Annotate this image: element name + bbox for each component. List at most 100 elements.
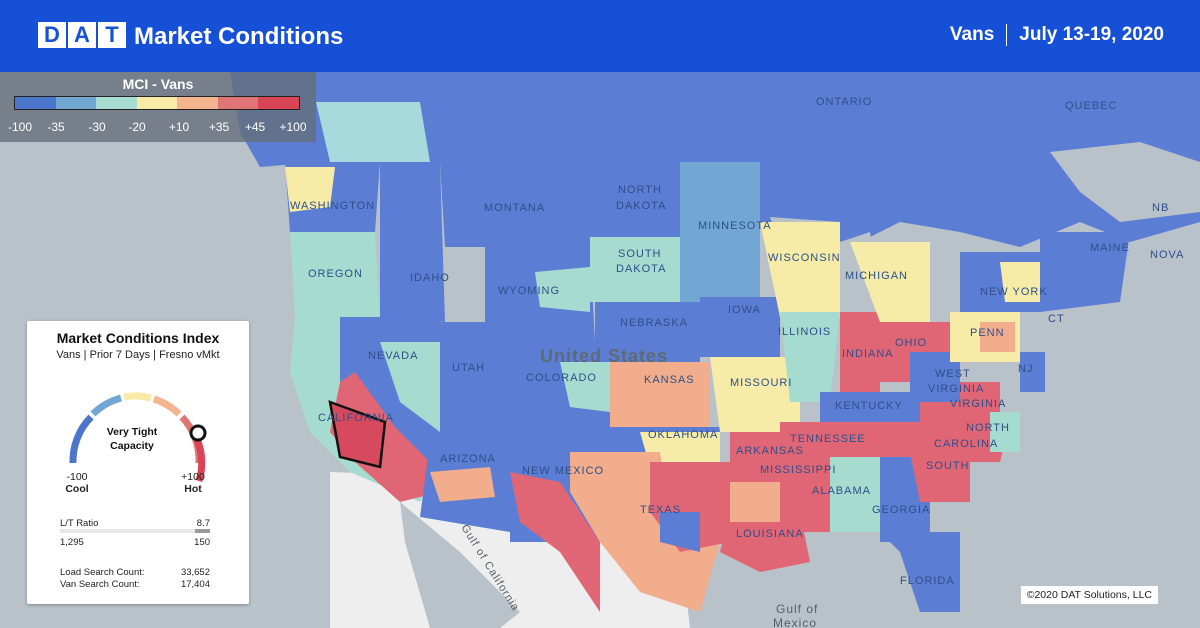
map-label-pennsylvania: PENN xyxy=(970,327,1005,339)
state-new-england xyxy=(1040,232,1130,312)
county-la xyxy=(730,482,780,522)
st-lawrence xyxy=(1050,142,1200,222)
scale-tick: +10 xyxy=(168,120,190,134)
map-label-gulf-of-mexico: Gulf of xyxy=(776,602,819,616)
map-label-texas: TEXAS xyxy=(640,504,682,516)
map-label-montana: MONTANA xyxy=(484,202,546,214)
map-label-nevada: NEVADA xyxy=(368,350,419,362)
truck-count: 150 xyxy=(194,537,210,548)
county-az xyxy=(430,467,495,502)
us-states xyxy=(285,162,1130,612)
gulf-of-california-water xyxy=(400,502,520,628)
county-nv xyxy=(380,342,440,432)
dat-logo: D A T xyxy=(38,22,126,48)
county-wa-west xyxy=(285,167,335,212)
scale-tick: -20 xyxy=(128,120,146,134)
state-illinois xyxy=(780,312,840,402)
scale-segment xyxy=(55,97,97,109)
market-map[interactable]: ONTARIO QUEBEC NB NOVA WASHINGTON OREGON… xyxy=(0,72,1200,628)
scale-tick: +45 xyxy=(244,120,266,134)
map-label-new-york: NEW YORK xyxy=(980,286,1048,298)
map-label-ohio: OHIO xyxy=(895,337,928,349)
state-louisiana xyxy=(720,512,810,572)
state-oregon xyxy=(290,232,380,317)
state-florida xyxy=(880,532,960,612)
map-label-virginia: VIRGINIA xyxy=(950,398,1007,410)
scale-segment xyxy=(258,97,300,109)
state-new-jersey xyxy=(1020,352,1045,392)
map-label-colorado: COLORADO xyxy=(526,372,597,384)
lt-ratio-value: 8.7 xyxy=(196,518,210,529)
load-search-row: Load Search Count: 33,652 xyxy=(60,567,210,578)
state-wisconsin xyxy=(760,222,840,317)
map-label-illinois: ILLINOIS xyxy=(778,326,832,338)
lt-ratio-bar-fill xyxy=(195,529,210,533)
map-label-iowa: IOWA xyxy=(728,304,761,316)
state-iowa xyxy=(700,297,780,357)
load-search-value: 33,652 xyxy=(180,567,210,578)
map-label-kentucky: KENTUCKY xyxy=(835,400,903,412)
mci-gauge xyxy=(69,392,207,483)
state-texas-west xyxy=(570,452,720,612)
map-label-new-mexico: NEW MEXICO xyxy=(522,465,605,477)
header-meta: Vans July 13-19, 2020 xyxy=(950,24,1164,46)
state-north-dakota xyxy=(590,162,680,237)
map-label-south-dakota-2: DAKOTA xyxy=(616,263,667,275)
state-california-north xyxy=(290,317,430,502)
map-label-utah: UTAH xyxy=(452,362,486,374)
scale-segment xyxy=(217,97,259,109)
map-label-tennessee: TENNESSEE xyxy=(790,433,866,445)
page-title: Market Conditions xyxy=(134,23,344,50)
gauge-min-value: -100 xyxy=(66,471,88,483)
map-label-arizona: ARIZONA xyxy=(440,453,496,465)
county-ny xyxy=(1000,262,1040,302)
state-missouri xyxy=(710,357,800,432)
gauge-needle xyxy=(189,424,207,442)
map-label-oklahoma: OKLAHOMA xyxy=(648,429,719,441)
scale-segment xyxy=(136,97,178,109)
scale-title: MCI - Vans xyxy=(122,76,194,92)
map-label-south-carolina: SOUTH xyxy=(926,460,970,472)
scale-ticks: -100 -35 -30 -20 +10 +35 +45 +100 xyxy=(0,120,316,136)
map-label-north-dakota-2: DAKOTA xyxy=(616,200,667,212)
state-montana xyxy=(440,162,590,247)
map-label-kansas: KANSAS xyxy=(644,374,695,386)
map-label-mississippi: MISSISSIPPI xyxy=(760,464,837,476)
map-label-michigan: MICHIGAN xyxy=(845,270,908,282)
map-label-united-states: United States xyxy=(540,346,669,366)
map-label-quebec: QUEBEC xyxy=(1065,100,1118,112)
gauge-max-label: Hot xyxy=(184,483,202,495)
map-label-north-carolina: NORTH xyxy=(966,422,1010,434)
map-label-washington: WASHINGTON xyxy=(290,200,376,212)
lt-ratio-bar xyxy=(60,529,210,533)
scale-tick: -30 xyxy=(88,120,106,134)
county-nc-coast xyxy=(990,412,1020,452)
state-south-dakota xyxy=(590,237,680,302)
gauge-fill xyxy=(193,437,206,483)
map-label-west-virginia: WEST xyxy=(935,368,971,380)
state-california-central xyxy=(330,372,440,502)
logo-letter: D xyxy=(38,22,66,48)
county-wy xyxy=(535,267,590,312)
gauge-max: +100 Hot xyxy=(173,471,213,495)
van-search-row: Van Search Count: 17,404 xyxy=(60,579,210,590)
gauge-status-line: Capacity xyxy=(110,440,154,452)
logo-letter: T xyxy=(98,22,126,48)
date-range: July 13-19, 2020 xyxy=(1019,24,1164,45)
state-kentucky xyxy=(820,392,930,422)
scale-segment xyxy=(96,97,137,109)
map-label-wyoming: WYOMING xyxy=(498,285,560,297)
county-nm-south xyxy=(510,472,600,612)
map-label-nebraska: NEBRASKA xyxy=(620,317,688,329)
gauge-max-value: +100 xyxy=(181,471,205,483)
van-search-value: 17,404 xyxy=(180,579,210,590)
map-label-north-dakota: NORTH xyxy=(618,184,662,196)
map-label-gulf-of-mexico-2: Mexico xyxy=(773,616,818,628)
state-minnesota xyxy=(680,162,760,302)
gauge-arc xyxy=(123,392,152,402)
map-label-oregon: OREGON xyxy=(308,268,363,280)
state-south-carolina xyxy=(910,452,970,502)
map-svg xyxy=(0,72,1200,628)
load-search-label: Load Search Count: xyxy=(60,567,145,578)
fresno-market[interactable] xyxy=(328,400,387,469)
